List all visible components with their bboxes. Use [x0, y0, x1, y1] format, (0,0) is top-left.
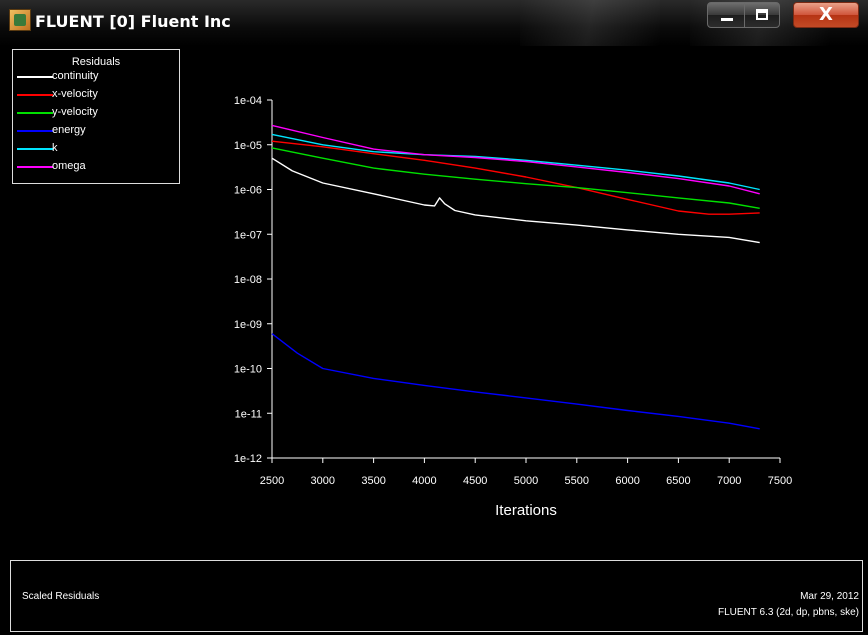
legend-item-x-velocity: x-velocity — [13, 88, 179, 102]
x-tick-label: 7500 — [768, 475, 792, 487]
legend-swatch-x-velocity — [17, 94, 53, 96]
window-title: FLUENT [0] Fluent Inc — [35, 12, 231, 31]
legend-label-omega: omega — [52, 160, 86, 172]
series-line-omega — [271, 124, 760, 195]
plot-axes: 1e-04 1e-05 1e-06 1e-07 1e-08 1e-09 1e-10 1e-11… — [234, 95, 792, 487]
legend-title: Residuals — [71, 56, 121, 68]
legend-item-omega: omega — [13, 160, 179, 174]
series-line-continuity — [271, 157, 760, 244]
minimize-icon — [721, 18, 733, 21]
legend-item-y-velocity: y-velocity — [13, 106, 179, 120]
series-line-x-velocity — [271, 140, 760, 215]
fluent-app-icon[interactable] — [9, 9, 31, 31]
solver-version: FLUENT 6.3 (2d, dp, pbns, ske) — [718, 607, 859, 618]
legend-label-energy: energy — [52, 124, 86, 136]
residuals-legend: Residuals continuity x-velocity y-veloci… — [12, 49, 180, 184]
x-tick-label: 6000 — [615, 475, 639, 487]
series-line-energy — [271, 333, 760, 430]
x-tick-label: 6500 — [666, 475, 690, 487]
x-tick-label: 2500 — [260, 475, 284, 487]
x-axis-title: Iterations — [495, 502, 557, 519]
legend-item-continuity: continuity — [13, 70, 179, 84]
minimize-button[interactable] — [707, 2, 745, 28]
y-tick-label: 1e-05 — [234, 140, 262, 152]
y-tick-label: 1e-11 — [235, 408, 262, 420]
y-tick-label: 1e-09 — [234, 319, 262, 331]
legend-swatch-omega — [17, 166, 53, 168]
x-tick-label: 4000 — [412, 475, 436, 487]
x-tick-label: 5500 — [565, 475, 589, 487]
y-tick-label: 1e-10 — [234, 364, 262, 376]
plot-series — [271, 124, 760, 430]
legend-swatch-k — [17, 148, 53, 150]
x-tick-label: 4500 — [463, 475, 487, 487]
plot-date: Mar 29, 2012 — [800, 591, 859, 602]
legend-label-k: k — [52, 142, 58, 154]
y-tick-label: 1e-06 — [234, 185, 262, 197]
plot-info-panel: Scaled Residuals Mar 29, 2012 FLUENT 6.3… — [10, 560, 863, 632]
y-tick-label: 1e-04 — [234, 95, 262, 107]
legend-item-energy: energy — [13, 124, 179, 138]
legend-swatch-energy — [17, 130, 53, 132]
series-line-y-velocity — [271, 147, 760, 209]
legend-swatch-y-velocity — [17, 112, 53, 114]
legend-label-y-velocity: y-velocity — [52, 106, 98, 118]
series-line-k — [271, 133, 760, 191]
close-icon: X — [819, 4, 833, 25]
x-tick-label: 3000 — [311, 475, 335, 487]
title-bar[interactable]: FLUENT [0] Fluent Inc X — [0, 0, 868, 46]
x-tick-label: 7000 — [717, 475, 741, 487]
x-tick-label: 3500 — [361, 475, 385, 487]
y-tick-label: 1e-12 — [234, 453, 262, 465]
y-tick-label: 1e-07 — [234, 229, 262, 241]
maximize-icon — [756, 9, 768, 20]
legend-label-continuity: continuity — [52, 70, 99, 82]
x-tick-label: 5000 — [514, 475, 538, 487]
legend-label-x-velocity: x-velocity — [52, 88, 98, 100]
legend-swatch-continuity — [17, 76, 53, 78]
close-button[interactable]: X — [793, 2, 859, 28]
legend-item-k: k — [13, 142, 179, 156]
maximize-button[interactable] — [744, 2, 780, 28]
plot-type-label: Scaled Residuals — [22, 591, 100, 602]
y-tick-label: 1e-08 — [234, 274, 262, 286]
title-bar-sheen — [520, 0, 660, 46]
